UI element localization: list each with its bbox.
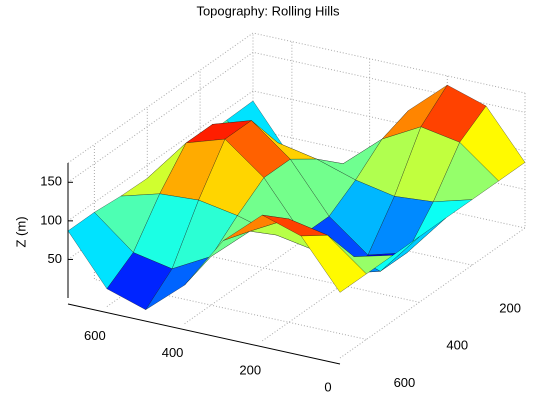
x-tick-label: 600 <box>84 328 106 343</box>
surface-patch <box>300 235 367 293</box>
box-edge <box>67 32 526 164</box>
grid-line <box>67 51 526 183</box>
chart-title: Topography: Rolling Hills <box>196 3 340 18</box>
y-tick-label: 600 <box>394 375 416 390</box>
y-tick-label: 200 <box>499 301 521 316</box>
z-tick-label: 50 <box>48 251 62 266</box>
x-tick-label: 0 <box>324 379 331 394</box>
grid-line <box>339 93 526 359</box>
z-axis-label: Z (m) <box>13 216 28 247</box>
x-tick-label: 200 <box>239 362 261 377</box>
grid-line <box>184 58 371 325</box>
z-tick-label: 100 <box>40 212 62 227</box>
grid-line <box>262 75 448 342</box>
x-axis-line <box>67 303 341 365</box>
z-tick-label: 150 <box>40 174 62 189</box>
x-tick-label: 400 <box>162 345 184 360</box>
y-tick-label: 400 <box>446 338 468 353</box>
